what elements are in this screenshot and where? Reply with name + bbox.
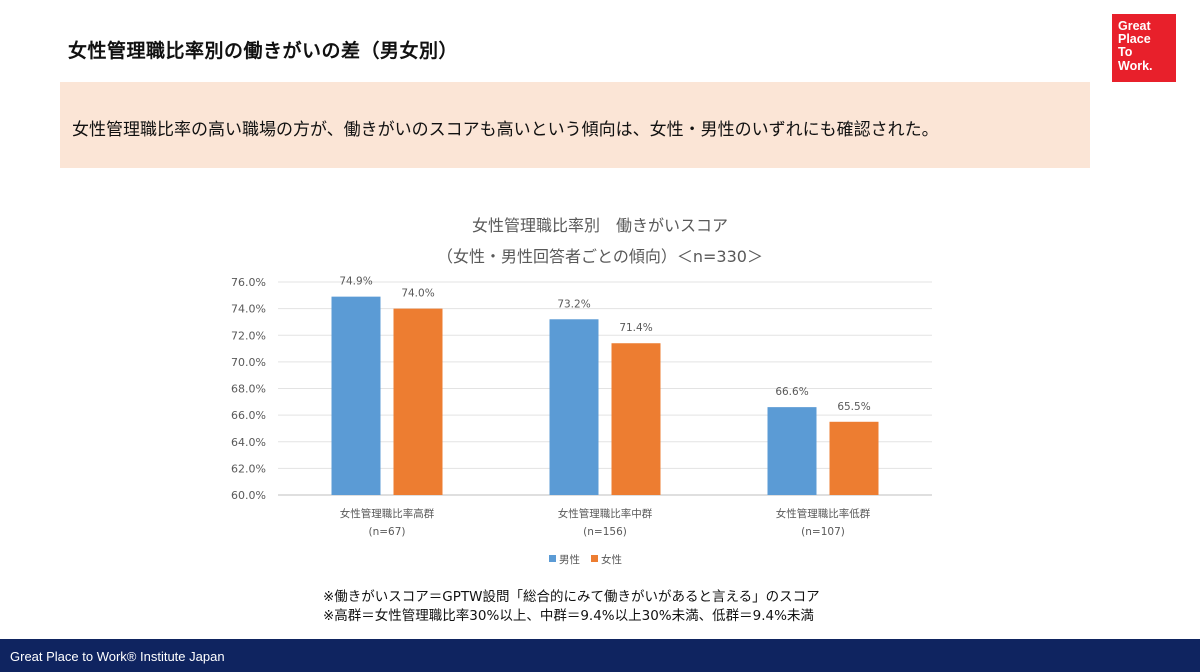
x-tick-sublabel: (n=156)	[583, 526, 627, 538]
bar	[549, 319, 599, 495]
y-tick-label: 72.0%	[231, 329, 266, 342]
data-label: 65.5%	[837, 401, 870, 413]
logo-line: Great	[1118, 19, 1151, 33]
y-tick-label: 66.0%	[231, 409, 266, 422]
y-tick-label: 70.0%	[231, 356, 266, 369]
bar	[611, 343, 661, 495]
data-label: 66.6%	[775, 386, 808, 398]
footnote-definition: ※働きがいスコア＝GPTW設問「総合的にみて働きがいがあると言える」のスコア	[323, 589, 820, 605]
data-label: 71.4%	[619, 322, 652, 334]
y-tick-label: 60.0%	[231, 489, 266, 502]
legend-swatch	[591, 555, 598, 562]
summary-box	[60, 82, 1090, 168]
y-tick-label: 74.0%	[231, 303, 266, 316]
data-label: 74.9%	[339, 276, 372, 288]
y-tick-label: 64.0%	[231, 436, 266, 449]
x-tick-sublabel: (n=107)	[801, 526, 845, 538]
x-tick-label: 女性管理職比率中群	[558, 507, 653, 520]
bar	[331, 296, 381, 495]
y-tick-label: 62.0%	[231, 462, 266, 475]
data-label: 74.0%	[401, 288, 434, 300]
legend-swatch	[549, 555, 556, 562]
legend-label: 女性	[601, 553, 622, 566]
summary-text: 女性管理職比率の高い職場の方が、働きがいのスコアも高いという傾向は、女性・男性の…	[72, 120, 939, 140]
bar	[767, 407, 817, 495]
logo-line: Place	[1118, 32, 1151, 47]
y-tick-label: 76.0%	[231, 276, 266, 289]
footnote-groups: ※高群＝女性管理職比率30%以上、中群＝9.4%以上30%未満、低群＝9.4%未…	[323, 608, 814, 624]
footer-text: Great Place to Work® Institute Japan	[10, 649, 225, 664]
y-tick-label: 68.0%	[231, 383, 266, 396]
logo-line: Work.	[1118, 58, 1153, 73]
x-tick-label: 女性管理職比率高群	[340, 507, 435, 520]
footer-bar: Great Place to Work® Institute Japan	[0, 639, 1200, 672]
slide-title: 女性管理職比率別の働きがいの差（男女別）	[68, 40, 459, 62]
x-tick-sublabel: (n=67)	[368, 526, 405, 538]
chart-title: 女性管理職比率別 働きがいスコア	[471, 216, 728, 235]
legend-label: 男性	[559, 553, 580, 566]
chart-subtitle: （女性・男性回答者ごとの傾向）＜n=330＞	[437, 247, 763, 266]
data-label: 73.2%	[557, 298, 590, 310]
bar	[393, 308, 443, 495]
bar-chart: 60.0% 62.0% 64.0% 66.0% 68.0% 70.0% 72.0% 74.0%…	[231, 276, 932, 566]
company-logo: Great Place To Work.	[1112, 14, 1176, 82]
logo-line: To	[1118, 45, 1133, 60]
x-tick-label: 女性管理職比率低群	[776, 507, 871, 520]
bar	[829, 421, 879, 495]
footnotes: ※働きがいスコア＝GPTW設問「総合的にみて働きがいがあると言える」のスコア ※…	[323, 588, 820, 626]
